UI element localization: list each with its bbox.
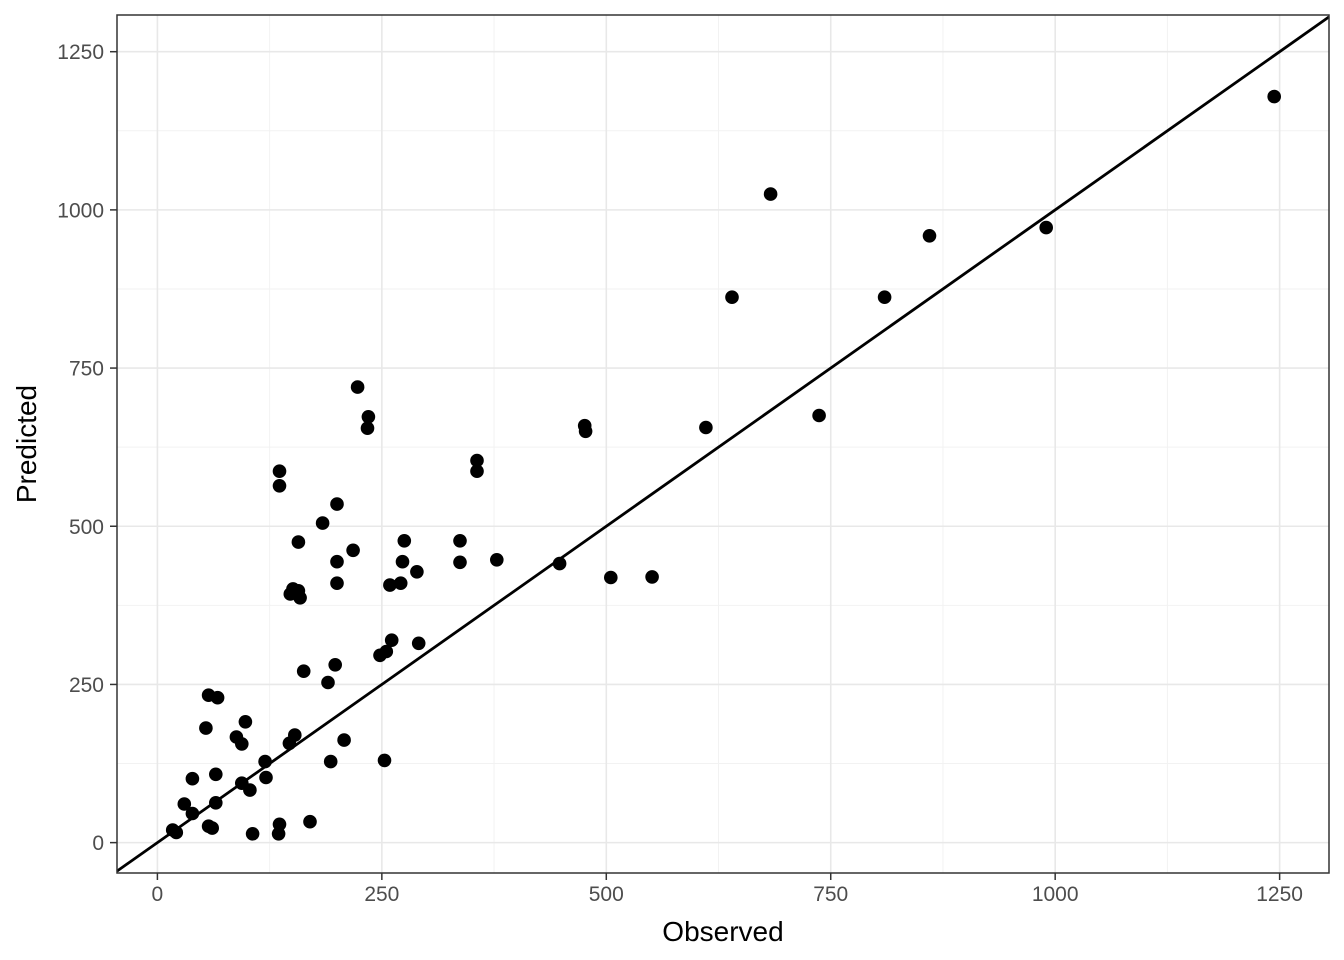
data-point: [410, 565, 424, 579]
data-point: [578, 424, 593, 439]
data-point: [350, 380, 365, 394]
data-point: [552, 556, 567, 571]
data-point: [328, 658, 343, 672]
data-point: [210, 690, 225, 705]
x-axis-tick-label: 750: [813, 883, 848, 906]
data-point: [272, 464, 287, 479]
data-point: [337, 733, 351, 747]
data-point: [238, 715, 253, 729]
x-axis-tick-label: 1000: [1032, 883, 1079, 906]
data-point: [725, 290, 739, 305]
data-point: [177, 797, 192, 811]
data-point: [258, 754, 272, 769]
data-point: [209, 767, 223, 782]
data-point: [291, 535, 306, 549]
x-axis-tick-label: 500: [589, 883, 624, 906]
data-point: [453, 534, 467, 548]
data-point: [470, 453, 484, 468]
data-point: [245, 827, 260, 841]
data-point: [470, 464, 484, 479]
data-point: [323, 754, 338, 769]
data-point: [296, 664, 311, 678]
data-point: [330, 554, 344, 569]
data-point: [293, 591, 307, 605]
data-point: [812, 408, 826, 423]
data-point: [330, 576, 344, 590]
panel-border: [116, 14, 1330, 874]
data-point: [209, 796, 223, 810]
data-point: [185, 771, 200, 786]
data-point: [272, 817, 287, 832]
data-point: [922, 229, 937, 243]
data-point: [288, 728, 302, 742]
data-point: [259, 770, 273, 785]
y-axis-title: Predicted: [11, 384, 42, 504]
x-axis-title: Observed: [662, 916, 784, 947]
data-point: [169, 825, 184, 840]
data-point: [490, 553, 504, 567]
data-point: [303, 814, 317, 829]
data-point: [346, 543, 360, 558]
data-point: [330, 497, 344, 511]
x-axis-tick-label: 1250: [1256, 883, 1303, 906]
data-point: [199, 721, 213, 735]
y-axis-tick-label: 250: [69, 674, 104, 697]
data-point: [1039, 220, 1053, 235]
data-point: [645, 570, 659, 584]
data-point: [383, 578, 397, 592]
data-point: [877, 290, 892, 305]
data-point: [315, 516, 330, 530]
y-axis-tick-label: 0: [92, 832, 104, 855]
data-point: [360, 421, 375, 436]
y-axis-tick-label: 1250: [57, 41, 104, 64]
data-point: [321, 675, 335, 690]
data-point: [272, 479, 287, 493]
y-axis-tick-label: 500: [69, 516, 104, 539]
identity-line: [116, 15, 1330, 873]
x-axis-tick-label: 250: [364, 883, 399, 906]
data-point: [393, 576, 408, 590]
data-point: [205, 821, 219, 835]
data-point: [379, 644, 394, 659]
data-point: [763, 187, 778, 201]
data-point: [395, 554, 410, 569]
y-axis-tick-label: 1000: [57, 199, 104, 222]
data-point: [1267, 89, 1281, 104]
data-point: [235, 737, 249, 751]
x-axis-tick-label: 0: [152, 883, 164, 906]
data-point: [411, 636, 426, 651]
data-point: [604, 570, 618, 585]
data-point: [699, 420, 713, 435]
y-axis-tick-label: 750: [69, 358, 104, 381]
data-point: [243, 783, 257, 797]
data-point: [453, 555, 467, 570]
data-point: [397, 534, 412, 548]
data-point: [185, 806, 200, 821]
data-point: [361, 410, 376, 424]
data-point: [384, 633, 399, 647]
data-point: [377, 753, 392, 768]
